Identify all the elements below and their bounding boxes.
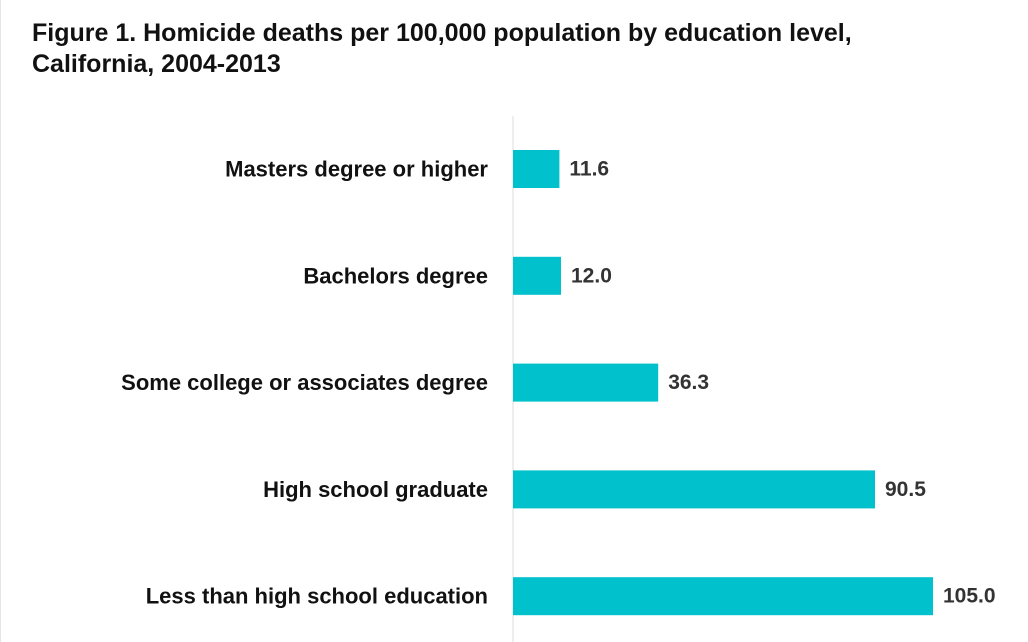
bar-0 <box>513 150 560 188</box>
bar-4 <box>513 577 933 616</box>
value-label-4: 105.0 <box>943 585 996 608</box>
value-labels-group: 11.6 12.0 36.3 90.5 105.0 <box>569 158 995 608</box>
value-label-0: 11.6 <box>569 158 609 181</box>
bar-1 <box>513 256 561 295</box>
category-labels-group: Masters degree or higher Bachelors degree… <box>121 157 488 609</box>
bar-2 <box>513 363 659 402</box>
value-label-2: 36.3 <box>668 371 709 394</box>
chart-title: Figure 1. Homicide deaths per 100,000 po… <box>32 19 852 78</box>
category-label-2: Some college or associates degree <box>121 370 488 395</box>
category-label-4: Less than high school education <box>146 584 488 609</box>
category-label-1: Bachelors degree <box>303 263 488 288</box>
category-label-0: Masters degree or higher <box>225 157 488 182</box>
value-label-1: 12.0 <box>571 264 612 287</box>
bars-group <box>513 150 933 616</box>
bar-3 <box>513 470 875 509</box>
category-label-3: High school graduate <box>263 477 488 502</box>
value-label-3: 90.5 <box>885 478 926 501</box>
